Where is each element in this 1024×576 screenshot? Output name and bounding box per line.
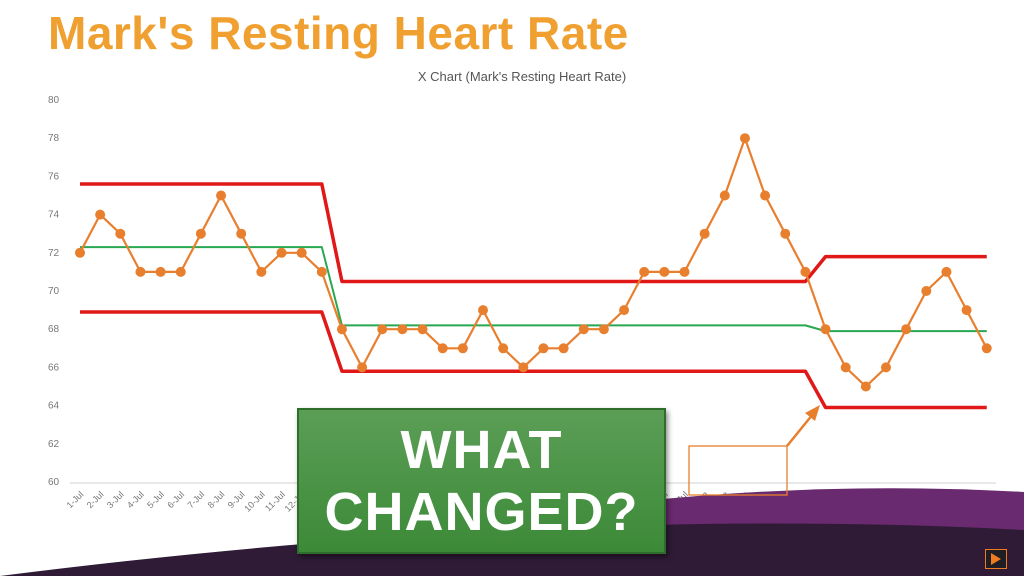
data-point	[538, 343, 549, 354]
data-point	[518, 362, 529, 373]
x-tick-label: 8-Jul	[206, 489, 227, 510]
data-point	[840, 362, 851, 373]
mean-line-path	[80, 246, 987, 333]
callout-line-2: CHANGED?	[324, 482, 639, 542]
data-point	[820, 324, 831, 335]
data-point	[195, 228, 206, 239]
center-line	[80, 246, 987, 333]
y-tick-label: 80	[48, 95, 60, 106]
x-tick-label: 2-Jul	[85, 489, 106, 510]
x-tick-label: 4-Jul	[125, 489, 146, 510]
y-tick-label: 64	[48, 401, 60, 412]
data-point	[578, 324, 589, 335]
data-point	[437, 343, 448, 354]
data-point	[558, 343, 569, 354]
data-point	[296, 247, 307, 258]
data-point	[175, 266, 186, 277]
data-point	[357, 362, 368, 373]
data-point	[397, 324, 408, 335]
x-tick-label: 5-Jul	[145, 489, 166, 510]
x-tick-label: 11-Jul	[263, 489, 287, 513]
slide-title: Mark's Resting Heart Rate	[48, 7, 629, 59]
data-point	[719, 190, 730, 201]
y-tick-label: 76	[48, 171, 60, 182]
annotation-arrow-line	[786, 413, 814, 447]
x-tick-label: 1-Jul	[65, 489, 86, 510]
data-point	[941, 266, 952, 277]
data-point	[981, 343, 992, 354]
chart-title: X Chart (Mark's Resting Heart Rate)	[418, 69, 626, 84]
data-point	[659, 266, 670, 277]
y-tick-label: 72	[48, 248, 60, 259]
data-point	[881, 362, 891, 373]
callout-line-1: WHAT	[400, 419, 563, 480]
data-point	[498, 343, 509, 354]
data-point	[75, 247, 85, 258]
data-point	[598, 324, 609, 335]
data-point	[216, 190, 227, 201]
data-point	[760, 190, 771, 201]
data-point	[276, 247, 287, 258]
data-point	[739, 133, 750, 144]
y-tick-label: 60	[48, 477, 60, 488]
data-point	[155, 266, 166, 277]
data-point	[961, 305, 972, 316]
x-tick-label: 10-Jul	[242, 489, 266, 513]
y-tick-label: 78	[48, 133, 60, 144]
y-tick-label: 70	[48, 286, 60, 297]
data-point	[478, 305, 488, 316]
annotation-box	[688, 445, 788, 496]
data-point	[316, 266, 327, 277]
y-tick-label: 74	[48, 210, 60, 221]
data-point	[780, 228, 791, 239]
lower-control-limit	[80, 310, 987, 410]
data-point	[679, 266, 690, 277]
annotation-highlight	[688, 405, 820, 496]
what-changed-callout: WHAT CHANGED?	[297, 408, 666, 554]
data-point	[860, 381, 871, 392]
x-tick-label: 3-Jul	[105, 489, 126, 510]
data-point	[417, 324, 428, 335]
data-point	[921, 286, 932, 296]
y-tick-label: 66	[48, 362, 60, 373]
heart-rate-series	[75, 133, 992, 392]
play-icon	[991, 553, 1001, 565]
data-point	[639, 266, 650, 277]
x-tick-label: 6-Jul	[165, 489, 186, 510]
annotation-arrow-head	[805, 405, 820, 421]
data-point	[135, 266, 146, 277]
x-tick-label: 7-Jul	[185, 489, 206, 510]
data-point	[336, 324, 347, 335]
data-point	[800, 266, 811, 277]
control-limit-lines	[80, 182, 987, 410]
next-slide-button[interactable]	[985, 549, 1007, 569]
data-point	[619, 305, 630, 316]
upper-control-limit	[80, 182, 987, 284]
y-tick-label: 68	[48, 324, 60, 335]
data-point	[699, 228, 710, 239]
data-point	[95, 209, 106, 220]
data-point	[901, 324, 912, 335]
data-point	[115, 228, 126, 239]
data-point	[236, 228, 247, 239]
y-axis: 60 62 64 66 68 70 72 74 76 78 80	[48, 95, 60, 488]
data-point	[256, 266, 267, 277]
data-point	[377, 324, 388, 335]
y-tick-label: 62	[48, 439, 60, 450]
data-point	[457, 343, 468, 354]
heart-rate-line	[79, 137, 988, 388]
